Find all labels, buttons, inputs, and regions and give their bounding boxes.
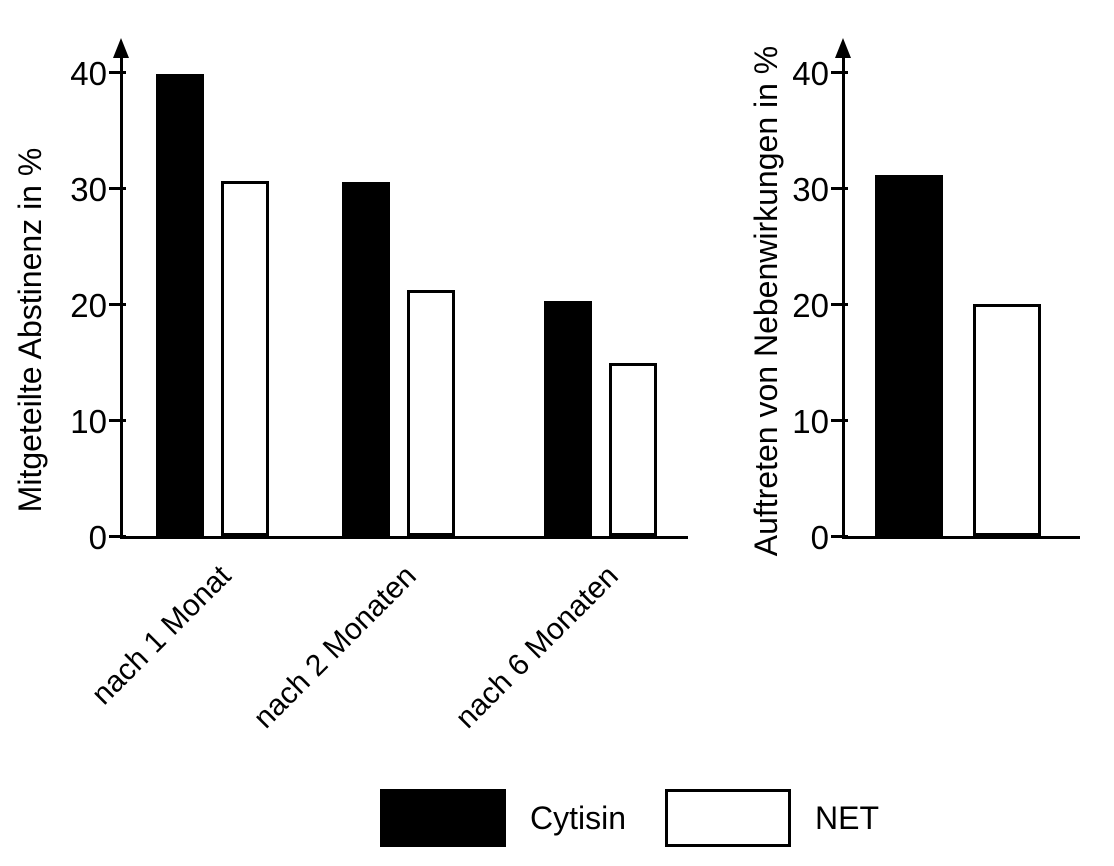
bar-cytisin-group2 [342,182,390,536]
x-category-label-1: nach 1 Monat [85,559,238,712]
y-tick-label-10: 10 [70,403,107,440]
y-tick-label-40: 40 [792,55,829,92]
y-tick-label-0: 0 [88,519,107,556]
bar-cytisin-group3 [544,301,592,536]
y-tick-40 [831,71,848,74]
y-tick-label-20: 20 [70,287,107,324]
legend-item-cytisin: Cytisin [380,789,626,847]
y-axis-label-side-effects: Auftreten von Nebenwirkungen in % [748,45,784,557]
y-tick-label-40: 40 [70,55,107,92]
x-category-label-3: nach 6 Monaten [449,559,626,735]
bar-cytisin-group1 [875,175,943,536]
y-tick-0 [109,535,126,538]
y-tick-40 [109,71,126,74]
bar-net-group1 [973,304,1041,536]
y-tick-label-30: 30 [792,171,829,208]
y-axis-arrow-icon [835,38,851,58]
y-axis-line [119,50,123,539]
y-tick-30 [831,187,848,190]
bar-net-group3 [609,363,657,536]
legend-swatch-net [665,789,791,847]
legend-label-cytisin: Cytisin [530,800,627,836]
x-category-label-2: nach 2 Monaten [247,559,424,735]
y-tick-label-30: 30 [70,171,107,208]
legend-item-net: NET [665,789,879,847]
y-tick-20 [831,303,848,306]
y-tick-10 [109,419,126,422]
bar-net-group2 [407,290,455,536]
legend-swatch-cytisin [380,789,506,847]
y-tick-label-20: 20 [792,287,829,324]
x-axis-line [119,536,688,539]
y-tick-30 [109,187,126,190]
bar-cytisin-group1 [156,74,204,536]
y-tick-0 [831,535,848,538]
x-axis-line [841,536,1080,539]
y-tick-20 [109,303,126,306]
legend-label-net: NET [815,800,879,836]
y-tick-label-10: 10 [792,403,829,440]
y-axis-label-abstinence: Mitgeteilte Abstinenz in % [12,147,48,513]
y-tick-10 [831,419,848,422]
y-axis-line [841,50,845,539]
y-axis-arrow-icon [113,38,129,58]
y-tick-label-0: 0 [810,519,829,556]
bar-net-group1 [221,181,269,536]
